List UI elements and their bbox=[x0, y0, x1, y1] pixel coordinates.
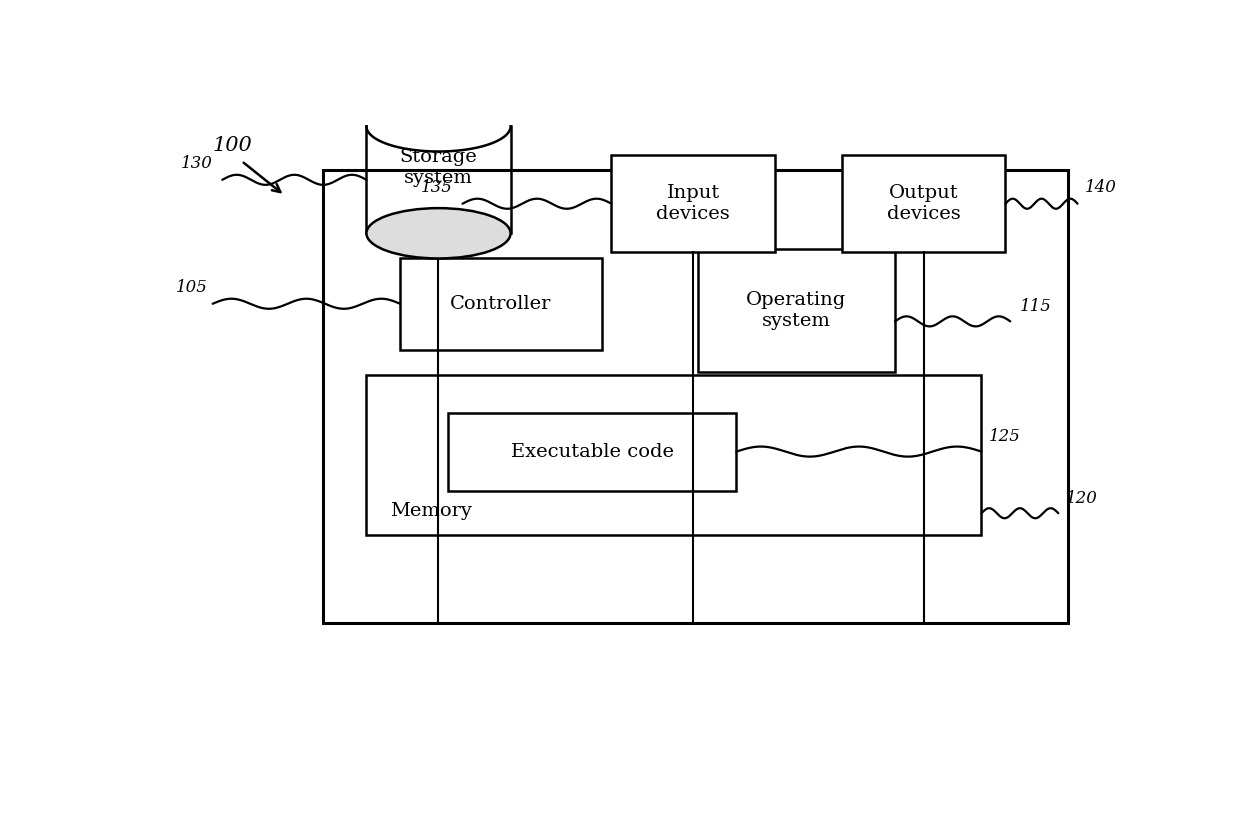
Text: 125: 125 bbox=[990, 428, 1021, 445]
Text: Controller: Controller bbox=[450, 295, 552, 313]
Bar bbox=[842, 154, 1006, 252]
Text: 120: 120 bbox=[1066, 490, 1097, 507]
Bar bbox=[611, 154, 775, 252]
Text: Input
devices: Input devices bbox=[656, 184, 730, 223]
Text: Output
devices: Output devices bbox=[887, 184, 961, 223]
Text: 135: 135 bbox=[422, 179, 453, 196]
Bar bbox=[448, 413, 737, 491]
Bar bbox=[401, 258, 601, 350]
Bar bbox=[324, 171, 1068, 623]
Ellipse shape bbox=[367, 208, 511, 258]
Text: 100: 100 bbox=[213, 136, 253, 154]
Text: 105: 105 bbox=[176, 279, 208, 297]
Bar bbox=[367, 375, 982, 535]
Bar bbox=[698, 249, 895, 372]
Text: Executable code: Executable code bbox=[511, 443, 673, 461]
Text: Memory: Memory bbox=[391, 502, 472, 520]
Text: 115: 115 bbox=[1019, 298, 1052, 315]
Text: 130: 130 bbox=[181, 155, 213, 172]
Text: Operating
system: Operating system bbox=[746, 291, 847, 330]
Text: Storage
system: Storage system bbox=[399, 148, 477, 186]
Text: 140: 140 bbox=[1085, 179, 1117, 196]
